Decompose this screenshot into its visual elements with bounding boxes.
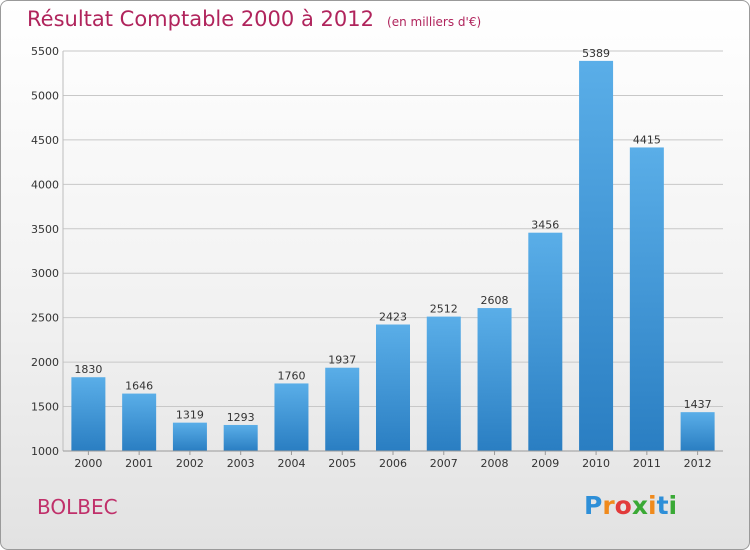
data-label: 1646 <box>125 380 153 393</box>
title-main: Résultat Comptable 2000 à 2012 <box>27 7 374 31</box>
bar <box>426 316 461 451</box>
logo-letter: t <box>656 491 669 520</box>
logo-letter: i <box>668 491 678 520</box>
bar <box>477 308 512 451</box>
chart-title: Résultat Comptable 2000 à 2012 (en milli… <box>27 7 481 31</box>
x-tick-label: 2009 <box>531 457 559 470</box>
bar <box>325 367 360 451</box>
y-tick-label: 1000 <box>31 445 59 458</box>
bar <box>629 147 664 451</box>
bar <box>122 393 157 451</box>
data-label: 2512 <box>430 303 458 316</box>
bar <box>528 232 563 451</box>
data-label: 4415 <box>633 133 661 146</box>
x-tick-label: 2001 <box>125 457 153 470</box>
y-tick-label: 2000 <box>31 356 59 369</box>
x-tick-label: 2007 <box>430 457 458 470</box>
data-label: 1437 <box>684 398 712 411</box>
y-tick-label: 3000 <box>31 267 59 280</box>
data-label: 1319 <box>176 409 204 422</box>
data-label: 5389 <box>582 47 610 60</box>
data-label: 1293 <box>227 411 255 424</box>
bar <box>172 422 207 451</box>
x-tick-label: 2008 <box>481 457 509 470</box>
x-tick-label: 2010 <box>582 457 610 470</box>
y-tick-label: 2500 <box>31 312 59 325</box>
data-label: 1830 <box>74 363 102 376</box>
x-tick-label: 2000 <box>74 457 102 470</box>
data-label: 1937 <box>328 354 356 367</box>
bar <box>680 412 715 451</box>
logo-letter: o <box>614 491 632 520</box>
logo-letter: P <box>584 491 603 520</box>
x-tick-label: 2003 <box>227 457 255 470</box>
bar <box>579 60 614 451</box>
data-label: 2608 <box>481 294 509 307</box>
title-unit: (en milliers d'€) <box>387 15 482 29</box>
bar <box>223 424 258 451</box>
x-tick-label: 2011 <box>633 457 661 470</box>
x-tick-label: 2004 <box>277 457 305 470</box>
y-tick-label: 4000 <box>31 178 59 191</box>
data-label: 2423 <box>379 311 407 324</box>
data-label: 1760 <box>277 369 305 382</box>
x-tick-label: 2002 <box>176 457 204 470</box>
commune-name: BOLBEC <box>37 495 118 519</box>
y-tick-label: 1500 <box>31 401 59 414</box>
bar <box>376 324 410 451</box>
data-label: 3456 <box>531 219 559 232</box>
bar <box>71 377 106 451</box>
logo-letter: x <box>631 491 648 520</box>
logo-letter: r <box>602 491 615 520</box>
x-tick-label: 2005 <box>328 457 356 470</box>
y-tick-label: 4500 <box>31 134 59 147</box>
y-tick-label: 5500 <box>31 45 59 58</box>
x-tick-label: 2012 <box>684 457 712 470</box>
logo-letter: i <box>648 491 657 520</box>
proxiti-logo: Proxiti <box>584 491 677 520</box>
x-tick-label: 2006 <box>379 457 407 470</box>
y-tick-label: 3500 <box>31 223 59 236</box>
bar <box>274 383 309 451</box>
y-tick-label: 5000 <box>31 89 59 102</box>
